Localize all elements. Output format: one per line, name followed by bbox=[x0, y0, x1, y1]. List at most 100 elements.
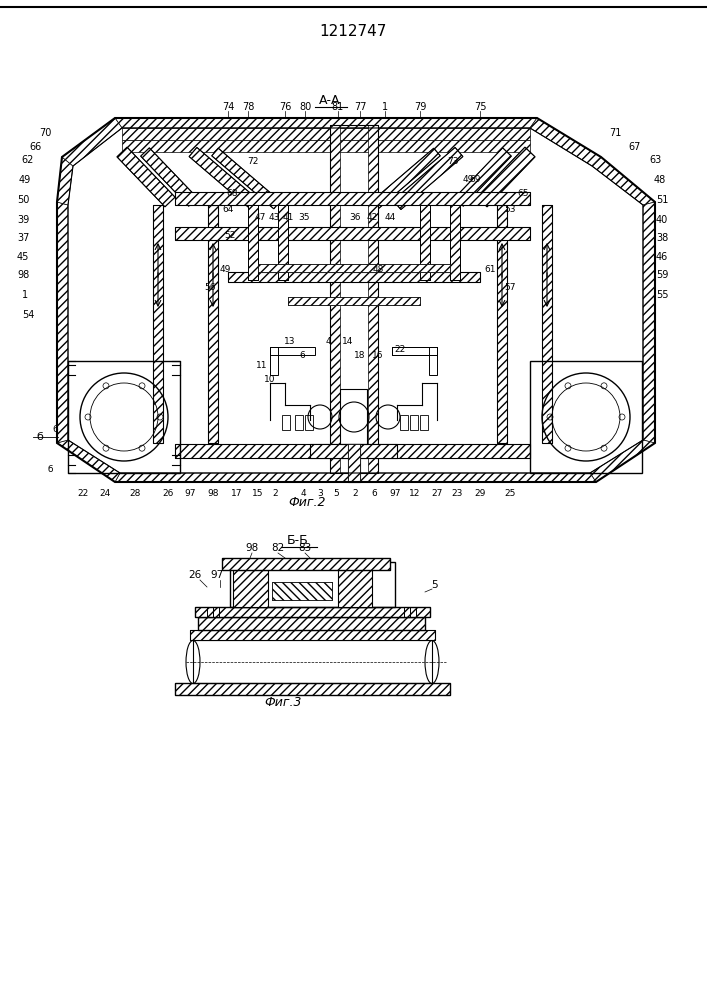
Polygon shape bbox=[175, 444, 530, 458]
Bar bbox=[175, 227, 530, 240]
Bar bbox=[228, 272, 480, 282]
Text: 69: 69 bbox=[469, 176, 481, 184]
Text: 74: 74 bbox=[222, 102, 234, 112]
Text: 48: 48 bbox=[373, 265, 384, 274]
Text: 38: 38 bbox=[656, 233, 668, 243]
Polygon shape bbox=[190, 630, 435, 640]
Text: 40: 40 bbox=[656, 215, 668, 225]
Text: 98: 98 bbox=[17, 270, 29, 280]
Polygon shape bbox=[57, 202, 68, 443]
Text: 72: 72 bbox=[247, 157, 259, 166]
Text: б: б bbox=[47, 466, 53, 475]
Bar bbox=[420, 205, 430, 280]
Text: 4: 4 bbox=[325, 338, 331, 347]
Polygon shape bbox=[189, 147, 259, 210]
Bar bbox=[400, 415, 408, 430]
Polygon shape bbox=[115, 118, 537, 128]
Text: 53: 53 bbox=[504, 206, 515, 215]
Bar bbox=[233, 570, 268, 607]
Bar bbox=[282, 415, 290, 430]
Text: 5: 5 bbox=[432, 580, 438, 590]
Text: 80: 80 bbox=[299, 102, 311, 112]
Text: 1: 1 bbox=[22, 290, 28, 300]
Polygon shape bbox=[175, 192, 530, 205]
Bar bbox=[213, 607, 219, 617]
Bar bbox=[330, 125, 378, 473]
Text: 66: 66 bbox=[29, 142, 41, 152]
Text: 49: 49 bbox=[219, 265, 230, 274]
Bar bbox=[230, 562, 395, 607]
Bar bbox=[68, 361, 180, 473]
Text: 1: 1 bbox=[382, 102, 388, 112]
Polygon shape bbox=[348, 444, 360, 482]
Polygon shape bbox=[592, 157, 655, 205]
Text: 45: 45 bbox=[17, 252, 29, 262]
Text: Фиг.2: Фиг.2 bbox=[288, 496, 326, 510]
Text: 67: 67 bbox=[629, 142, 641, 152]
Polygon shape bbox=[57, 440, 120, 482]
Polygon shape bbox=[450, 205, 460, 280]
Text: 65: 65 bbox=[518, 190, 529, 198]
Text: 13: 13 bbox=[284, 338, 296, 347]
Text: 83: 83 bbox=[298, 543, 312, 553]
Polygon shape bbox=[57, 157, 73, 205]
Polygon shape bbox=[310, 444, 397, 458]
Text: 6: 6 bbox=[52, 426, 58, 434]
Bar bbox=[270, 347, 278, 375]
Text: 43: 43 bbox=[269, 214, 280, 223]
Text: 98: 98 bbox=[207, 488, 218, 497]
Text: 56: 56 bbox=[204, 284, 216, 292]
Polygon shape bbox=[420, 205, 430, 280]
Bar bbox=[542, 205, 552, 443]
Text: 24: 24 bbox=[100, 488, 110, 497]
Text: 22: 22 bbox=[395, 346, 406, 355]
Text: 6: 6 bbox=[299, 352, 305, 360]
Bar bbox=[207, 607, 213, 617]
Text: 49: 49 bbox=[462, 176, 474, 184]
Polygon shape bbox=[542, 205, 552, 443]
Bar bbox=[190, 630, 435, 640]
Text: 3: 3 bbox=[317, 488, 323, 497]
Polygon shape bbox=[198, 617, 425, 630]
Text: 98: 98 bbox=[245, 543, 259, 553]
Polygon shape bbox=[497, 205, 507, 443]
Bar bbox=[222, 558, 390, 570]
Text: 23: 23 bbox=[451, 488, 462, 497]
Bar bbox=[288, 297, 420, 305]
Text: 2: 2 bbox=[352, 488, 358, 497]
Bar bbox=[153, 205, 163, 443]
Bar bbox=[404, 607, 410, 617]
Bar bbox=[530, 361, 642, 473]
Polygon shape bbox=[530, 118, 601, 166]
Bar bbox=[270, 347, 315, 355]
Text: 28: 28 bbox=[129, 488, 141, 497]
Text: 52: 52 bbox=[224, 231, 235, 239]
Text: 82: 82 bbox=[271, 543, 285, 553]
Polygon shape bbox=[372, 148, 440, 209]
Text: 26: 26 bbox=[188, 570, 201, 580]
Polygon shape bbox=[175, 227, 530, 240]
Text: 81: 81 bbox=[332, 102, 344, 112]
Text: 70: 70 bbox=[39, 128, 51, 138]
Bar bbox=[392, 347, 437, 355]
Text: 22: 22 bbox=[77, 488, 88, 497]
Text: 46: 46 bbox=[656, 252, 668, 262]
Text: 97: 97 bbox=[390, 488, 401, 497]
Bar bbox=[198, 617, 425, 630]
Text: 4: 4 bbox=[300, 488, 306, 497]
Polygon shape bbox=[153, 205, 163, 443]
Text: 6: 6 bbox=[371, 488, 377, 497]
Text: 51: 51 bbox=[656, 195, 668, 205]
Text: 10: 10 bbox=[264, 375, 276, 384]
Bar bbox=[450, 205, 460, 280]
Bar bbox=[340, 389, 367, 444]
Bar bbox=[175, 444, 530, 458]
Polygon shape bbox=[175, 683, 450, 695]
Text: Б-Б: Б-Б bbox=[287, 534, 309, 546]
Text: б: б bbox=[37, 432, 43, 442]
Bar bbox=[248, 205, 258, 280]
Text: 15: 15 bbox=[252, 488, 264, 497]
Text: 97: 97 bbox=[185, 488, 196, 497]
Polygon shape bbox=[62, 118, 122, 166]
Text: 25: 25 bbox=[504, 488, 515, 497]
